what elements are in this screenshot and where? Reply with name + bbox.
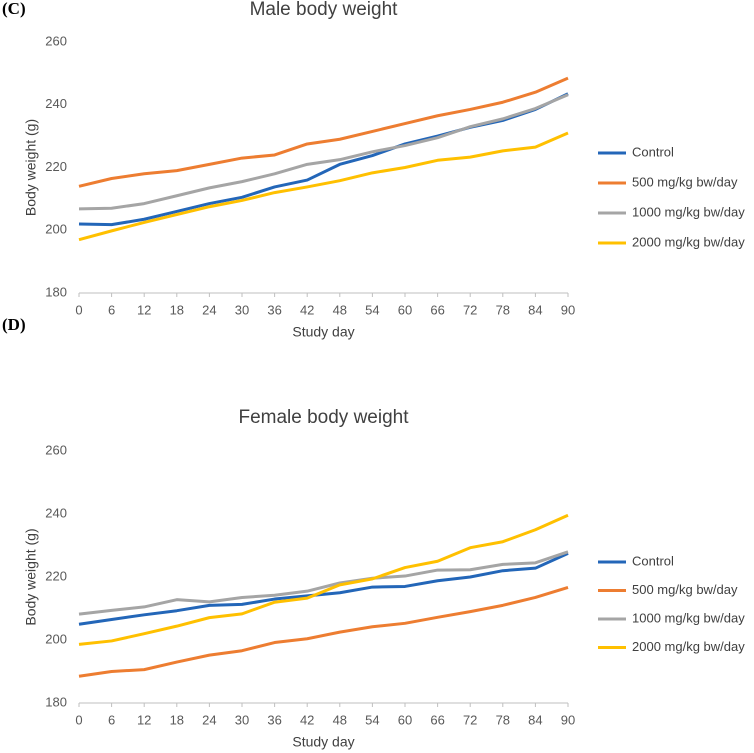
y-tick-label: 240: [45, 505, 67, 520]
legend-label: 2000 mg/kg bw/day: [632, 639, 745, 654]
series-line: [78, 552, 569, 626]
x-tick-label: 36: [267, 302, 281, 317]
x-tick-label: 90: [561, 302, 575, 317]
x-tick-label: 36: [267, 712, 281, 727]
series-line: [78, 513, 569, 646]
y-tick-label: 220: [45, 159, 67, 174]
x-tick-label: 54: [365, 712, 379, 727]
x-tick-label: 60: [398, 302, 412, 317]
x-tick-label: 84: [528, 302, 542, 317]
x-tick-label: 30: [235, 302, 249, 317]
series-line: [78, 550, 569, 616]
x-axis-label: Study day: [292, 324, 354, 340]
legend-label: 500 mg/kg bw/day: [632, 174, 738, 189]
panel-label: (C): [2, 0, 26, 18]
x-tick-label: 72: [463, 302, 477, 317]
chart-title: Female body weight: [238, 407, 409, 428]
y-tick-label: 240: [45, 96, 67, 111]
x-tick-label: 0: [75, 712, 82, 727]
legend-label: 1000 mg/kg bw/day: [632, 610, 745, 625]
y-axis-label: Body weight (g): [23, 119, 39, 216]
x-tick-label: 78: [496, 302, 510, 317]
x-tick-label: 18: [170, 302, 184, 317]
x-tick-label: 42: [300, 712, 314, 727]
x-tick-label: 24: [202, 302, 216, 317]
x-tick-label: 18: [170, 712, 184, 727]
y-tick-label: 200: [45, 631, 67, 646]
x-tick-label: 60: [398, 712, 412, 727]
x-tick-label: 24: [202, 712, 216, 727]
series-line: [78, 585, 569, 678]
legend-label: 2000 mg/kg bw/day: [632, 234, 745, 249]
legend-label: Control: [632, 553, 674, 568]
x-tick-label: 66: [430, 712, 444, 727]
y-tick-label: 180: [45, 284, 67, 299]
y-tick-label: 180: [45, 694, 67, 709]
legend-label: 500 mg/kg bw/day: [632, 582, 738, 597]
x-tick-label: 48: [333, 302, 347, 317]
x-tick-label: 6: [108, 302, 115, 317]
y-tick-label: 260: [45, 442, 67, 457]
series-line: [78, 93, 569, 211]
chart-title: Male body weight: [250, 0, 399, 20]
x-tick-label: 84: [528, 712, 542, 727]
series-line: [78, 131, 569, 242]
legend-label: 1000 mg/kg bw/day: [632, 204, 745, 219]
y-tick-label: 260: [45, 33, 67, 48]
y-tick-label: 220: [45, 568, 67, 583]
series-line: [78, 92, 569, 227]
x-tick-label: 78: [496, 712, 510, 727]
x-tick-label: 66: [430, 302, 444, 317]
x-tick-label: 0: [75, 302, 82, 317]
x-tick-label: 90: [561, 712, 575, 727]
x-tick-label: 48: [333, 712, 347, 727]
series-line: [78, 76, 569, 188]
panel-label: (D): [2, 315, 26, 334]
x-tick-label: 12: [137, 712, 151, 727]
x-axis-label: Study day: [292, 734, 354, 750]
x-tick-label: 54: [365, 302, 379, 317]
legend-label: Control: [632, 144, 674, 159]
x-tick-label: 6: [108, 712, 115, 727]
x-tick-label: 42: [300, 302, 314, 317]
y-axis-label: Body weight (g): [23, 528, 39, 625]
x-tick-label: 30: [235, 712, 249, 727]
x-tick-label: 72: [463, 712, 477, 727]
y-tick-label: 200: [45, 222, 67, 237]
x-tick-label: 12: [137, 302, 151, 317]
